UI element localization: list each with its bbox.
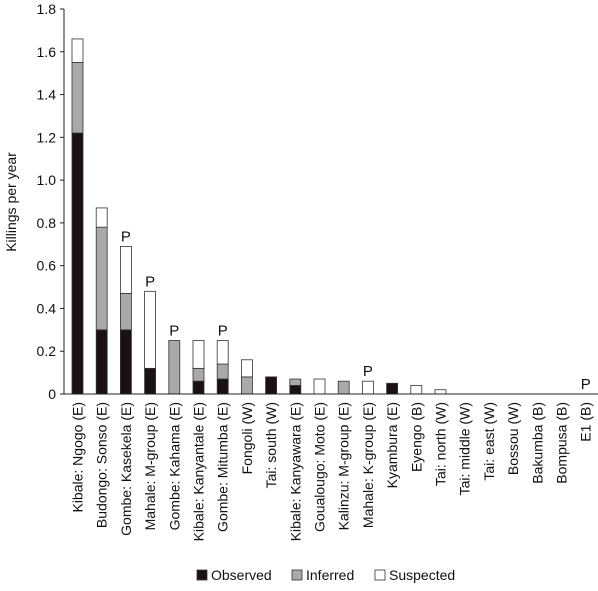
- legend-swatch-suspected: [374, 569, 386, 581]
- bar-segment-suspected: [216, 340, 229, 365]
- bar-segment-observed: [71, 132, 84, 395]
- x-category-label: E1 (B): [578, 402, 594, 442]
- bar-segment-suspected: [361, 380, 374, 395]
- y-tick-label: 1.6: [37, 44, 57, 60]
- y-tick-label: 0.4: [37, 300, 57, 316]
- bar-segment-suspected: [240, 359, 253, 378]
- legend-label-inferred: Inferred: [306, 567, 354, 583]
- x-category-label: Gombe: Mitumba (E): [215, 402, 231, 532]
- bar-segment-inferred: [337, 380, 350, 395]
- annotation-label: P: [363, 363, 373, 380]
- x-category-label: Kibale: Ngogo (E): [70, 402, 86, 513]
- x-category-label: Goualougo: Moto (E): [312, 402, 328, 532]
- y-tick-label: 0: [48, 386, 56, 402]
- annotation-label: P: [218, 323, 228, 340]
- bar-segment-suspected: [120, 246, 132, 294]
- bar-segment-observed: [289, 385, 302, 395]
- x-category-label: Mahale: M-group (E): [142, 402, 158, 530]
- x-category-label: Mahale: K-group (E): [360, 402, 376, 528]
- legend-label-observed: Observed: [211, 567, 272, 583]
- bar-segment-observed: [216, 378, 229, 395]
- y-tick-label: 1.4: [37, 87, 57, 103]
- x-category-label: Tai: north (W): [433, 402, 449, 486]
- bar-segment-inferred: [95, 226, 108, 331]
- bar-segment-suspected: [410, 385, 423, 395]
- bar-segment-suspected: [434, 389, 447, 395]
- x-category-label: Kyambura (E): [384, 402, 400, 488]
- bar-segment-observed: [95, 329, 108, 395]
- x-category-label: Eyengo (B): [408, 402, 424, 472]
- annotation-label: P: [121, 228, 131, 245]
- x-category-label: Tai: east (W): [481, 402, 497, 481]
- y-tick-label: 0.6: [37, 258, 57, 274]
- bar-segment-observed: [192, 380, 205, 395]
- x-category-label: Kibale: Kanyawara (E): [287, 402, 303, 541]
- bar-segment-observed: [120, 329, 132, 395]
- legend: Observed Inferred Suspected: [196, 567, 455, 583]
- bars-group: [71, 38, 447, 395]
- annotation-label: P: [581, 376, 591, 393]
- x-category-label: Gombe: Kasekela (E): [118, 402, 134, 536]
- y-tick-label: 1.8: [37, 1, 57, 17]
- x-category-label: Kalinzu: M-group (E): [336, 402, 352, 530]
- bar-segment-observed: [386, 382, 399, 395]
- x-category-label: Tai: south (W): [263, 402, 279, 488]
- bar-segment-suspected: [71, 38, 84, 63]
- bar-segment-inferred: [289, 378, 302, 386]
- x-category-label: Bossou (W): [505, 402, 521, 475]
- legend-swatch-observed: [196, 569, 208, 581]
- x-category-label: Bakumba (B): [529, 402, 545, 484]
- y-axis-title: Killings per year: [3, 152, 19, 252]
- annotation-label: P: [169, 323, 179, 340]
- legend-swatch-inferred: [291, 569, 303, 581]
- x-category-label: Gombe: Kahama (E): [166, 402, 182, 530]
- x-category-label: Fongoli (W): [239, 402, 255, 474]
- bar-segment-suspected: [313, 378, 326, 395]
- bar-segment-suspected: [95, 207, 108, 228]
- y-axis: 0 0.2 0.4 0.6 0.8 1.0 1.2 1.4 1.6 1.8: [37, 1, 65, 402]
- bar-segment-suspected: [192, 340, 205, 369]
- bar-segment-inferred: [120, 293, 132, 331]
- legend-label-suspected: Suspected: [389, 567, 455, 583]
- annotation-label: P: [145, 273, 155, 290]
- x-axis: Kibale: Ngogo (E) Budongo: Sonso (E) Gombe…: [64, 393, 598, 541]
- y-tick-label: 0.8: [37, 215, 57, 231]
- x-category-label: Bompusa (B): [554, 402, 570, 484]
- annotations-group: P P P P P P: [121, 228, 591, 393]
- x-category-label: Tai: middle (W): [457, 402, 473, 495]
- y-tick-label: 0.2: [37, 343, 57, 359]
- bar-segment-inferred: [192, 367, 205, 382]
- x-category-label: Kibale: Kanyantale (E): [191, 402, 207, 541]
- bar-segment-observed: [144, 367, 157, 395]
- bar-segment-inferred: [71, 62, 84, 134]
- x-category-label: Budongo: Sonso (E): [94, 402, 110, 528]
- y-tick-label: 1.2: [37, 129, 57, 145]
- bar-segment-inferred: [216, 363, 229, 380]
- bar-segment-observed: [265, 376, 278, 395]
- bar-segment-suspected: [144, 290, 157, 369]
- y-tick-label: 1.0: [37, 172, 57, 188]
- bar-segment-inferred: [240, 376, 253, 395]
- bar-segment-inferred: [168, 340, 181, 395]
